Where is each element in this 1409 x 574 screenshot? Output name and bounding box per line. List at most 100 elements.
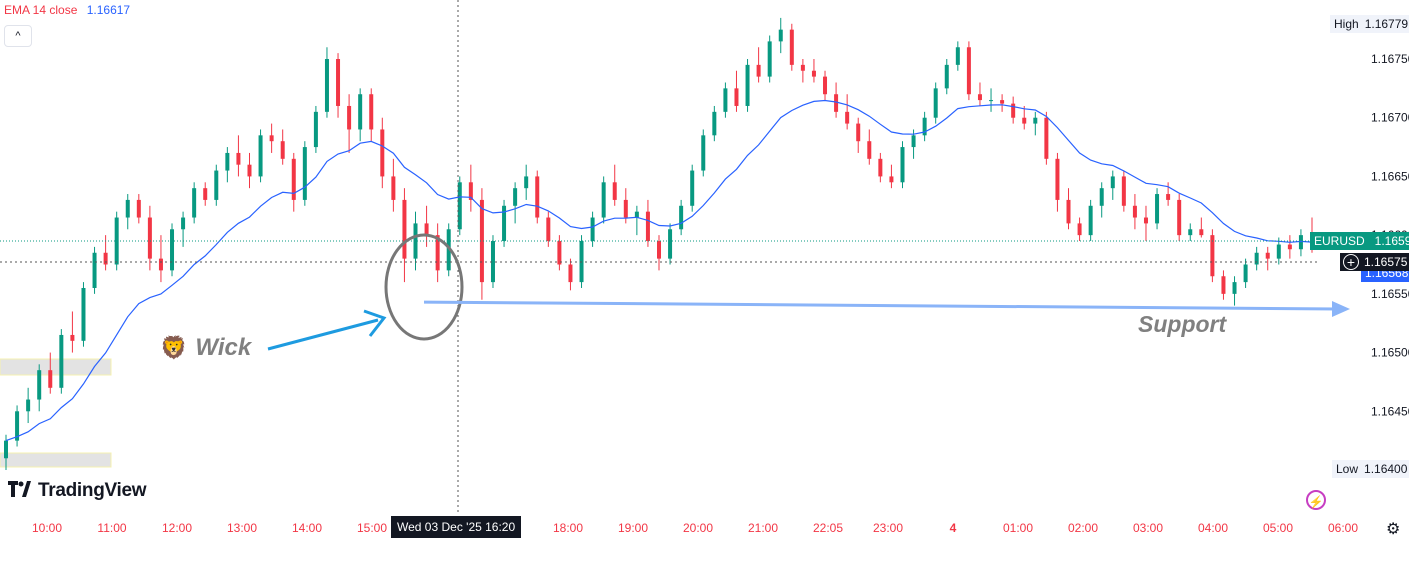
wick-circle (384, 233, 464, 341)
candle (834, 82, 839, 118)
candle (989, 88, 994, 112)
candle (170, 223, 175, 277)
candle (1033, 111, 1038, 136)
collapse-legend-button[interactable]: ^ (4, 25, 32, 47)
symbol-price-tag[interactable]: EURUSD 1.16590 (1310, 232, 1409, 250)
crosshair-price: 1.16575 (1364, 255, 1408, 269)
lightning-icon[interactable]: ⚡ (1306, 490, 1326, 510)
candle (1044, 111, 1049, 165)
candle (900, 141, 905, 189)
x-tick-label: 15:00 (357, 521, 387, 535)
time-axis[interactable]: 10:00 11:00 12:00 13:00 14:00 15:00 18:00 19:00… (32, 521, 1358, 535)
candle (203, 182, 208, 206)
drawings (267, 233, 1350, 351)
candle (1243, 258, 1248, 288)
support-line (423, 300, 1339, 311)
high-tag-value: 1.16779 (1364, 17, 1409, 31)
indicator-name: EMA 14 close (4, 3, 78, 17)
candle (1199, 217, 1204, 238)
candle (302, 141, 307, 206)
candle (955, 41, 960, 71)
candle (435, 223, 440, 283)
candle (778, 17, 783, 54)
candle (1177, 194, 1182, 242)
candle (380, 117, 385, 189)
candle (125, 194, 130, 230)
price-axis[interactable]: 1.167501.167001.166501.166001.165501.165… (1371, 52, 1409, 418)
candle (1166, 182, 1171, 206)
y-tick-label: 1.16650 (1371, 169, 1409, 183)
candle (1188, 223, 1193, 242)
symbol-price: 1.16590 (1374, 234, 1409, 248)
candle (845, 94, 850, 130)
candle (668, 223, 673, 265)
candle (369, 88, 374, 142)
support-arrowhead (1332, 301, 1350, 317)
candle (1155, 188, 1160, 230)
candle (1298, 229, 1303, 257)
candle (402, 188, 407, 283)
candle (1210, 229, 1215, 283)
candle (1099, 182, 1104, 218)
x-tick-label: 18:00 (553, 521, 583, 535)
y-tick-label: 1.16700 (1371, 111, 1409, 125)
x-tick-label: 05:00 (1263, 521, 1293, 535)
candle (944, 59, 949, 95)
candle (601, 176, 606, 224)
candle (336, 53, 341, 118)
x-tick-label: 13:00 (227, 521, 257, 535)
wick-annotation: 🦁 Wick (160, 334, 251, 362)
candle (513, 182, 518, 224)
candle (734, 70, 739, 112)
low-tag-label: Low (1336, 462, 1359, 476)
candle (258, 129, 263, 183)
candle (756, 47, 761, 83)
candle (612, 164, 617, 206)
candle (1254, 246, 1259, 271)
candle (1132, 194, 1137, 230)
candle (103, 235, 108, 271)
candle (1066, 188, 1071, 230)
tradingview-logo: TradingView (8, 480, 147, 502)
candle (37, 364, 42, 412)
candle (280, 129, 285, 165)
candle (1011, 96, 1016, 124)
x-tick-label: 4 (950, 521, 957, 535)
x-tick-label: 06:00 (1328, 521, 1358, 535)
candle (291, 152, 296, 212)
indicator-value: 1.16617 (86, 3, 131, 17)
x-tick-label: 02:00 (1068, 521, 1098, 535)
candle (590, 211, 595, 247)
x-tick-label: 20:00 (683, 521, 713, 535)
x-tick-label: 01:00 (1003, 521, 1033, 535)
candle (225, 147, 230, 183)
candle (823, 70, 828, 101)
candle (15, 405, 20, 447)
candle (147, 205, 152, 271)
symbol-name: EURUSD (1314, 234, 1365, 248)
candle (92, 246, 97, 294)
candle (712, 105, 717, 142)
candle (1265, 246, 1270, 271)
candle (236, 135, 241, 177)
candlesticks (4, 17, 1314, 470)
candle (856, 117, 861, 153)
candle (889, 164, 894, 189)
candle (701, 129, 706, 177)
candle (391, 158, 396, 212)
candle (26, 387, 31, 424)
candle (457, 176, 462, 236)
low-price-tag: Low 1.16400 (1332, 460, 1409, 478)
candle (800, 59, 805, 83)
indicator-legend[interactable]: EMA 14 close 1.16617 (4, 3, 130, 17)
x-tick-label: 04:00 (1198, 521, 1228, 535)
candle (922, 111, 927, 142)
gear-icon[interactable]: ⚙ (1386, 521, 1401, 538)
add-alert-icon[interactable]: + (1343, 254, 1359, 270)
candle (81, 282, 86, 347)
x-tick-label: 23:00 (873, 521, 903, 535)
candle (657, 235, 661, 271)
x-tick-label: 21:00 (748, 521, 778, 535)
candle (413, 211, 418, 271)
